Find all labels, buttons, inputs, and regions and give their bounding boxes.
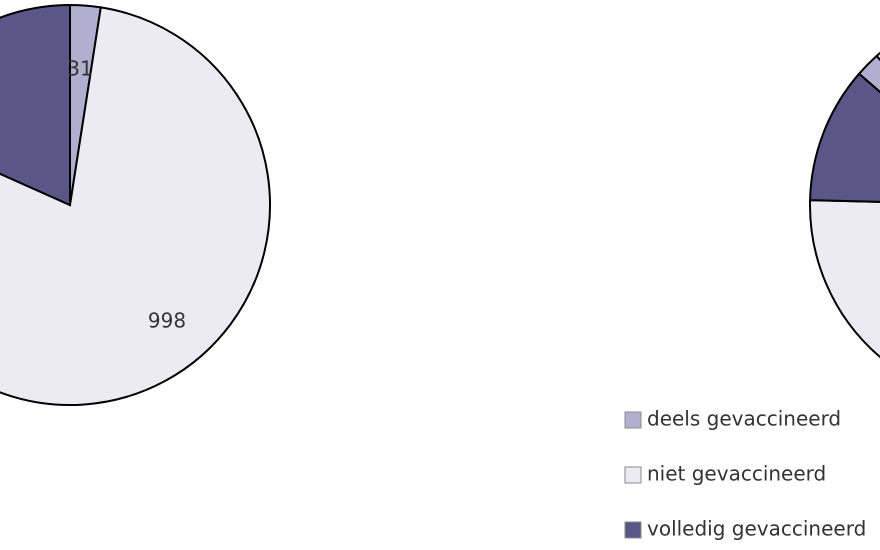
pie-slice-volledig-gevaccineerd: [0, 3, 71, 207]
legend-label-deels-gevaccineerd: deels gevaccineerd: [647, 407, 841, 431]
legend-swatch-volledig-gevaccineerd: [624, 521, 642, 539]
pie-chart-left: 31 998: [0, 3, 271, 406]
legend-label-volledig-gevaccineerd: volledig gevaccineerd: [647, 517, 866, 541]
pie-slice-niet-gevaccineerd: [0, 6, 271, 406]
legend: deels gevaccineerd niet gevaccineerd volle…: [624, 407, 866, 541]
pie-slice-volledig-gevaccineerd: [809, 72, 880, 203]
pie-chart-right: [809, 51, 880, 359]
data-label-deels-gevaccineerd: 31: [67, 57, 92, 81]
pie-slice-niet-gevaccineerd: [809, 51, 880, 359]
data-label-niet-gevaccineerd: 998: [148, 309, 186, 333]
legend-swatch-niet-gevaccineerd: [624, 466, 642, 484]
legend-label-niet-gevaccineerd: niet gevaccineerd: [647, 462, 826, 486]
legend-swatch-deels-gevaccineerd: [624, 411, 642, 429]
